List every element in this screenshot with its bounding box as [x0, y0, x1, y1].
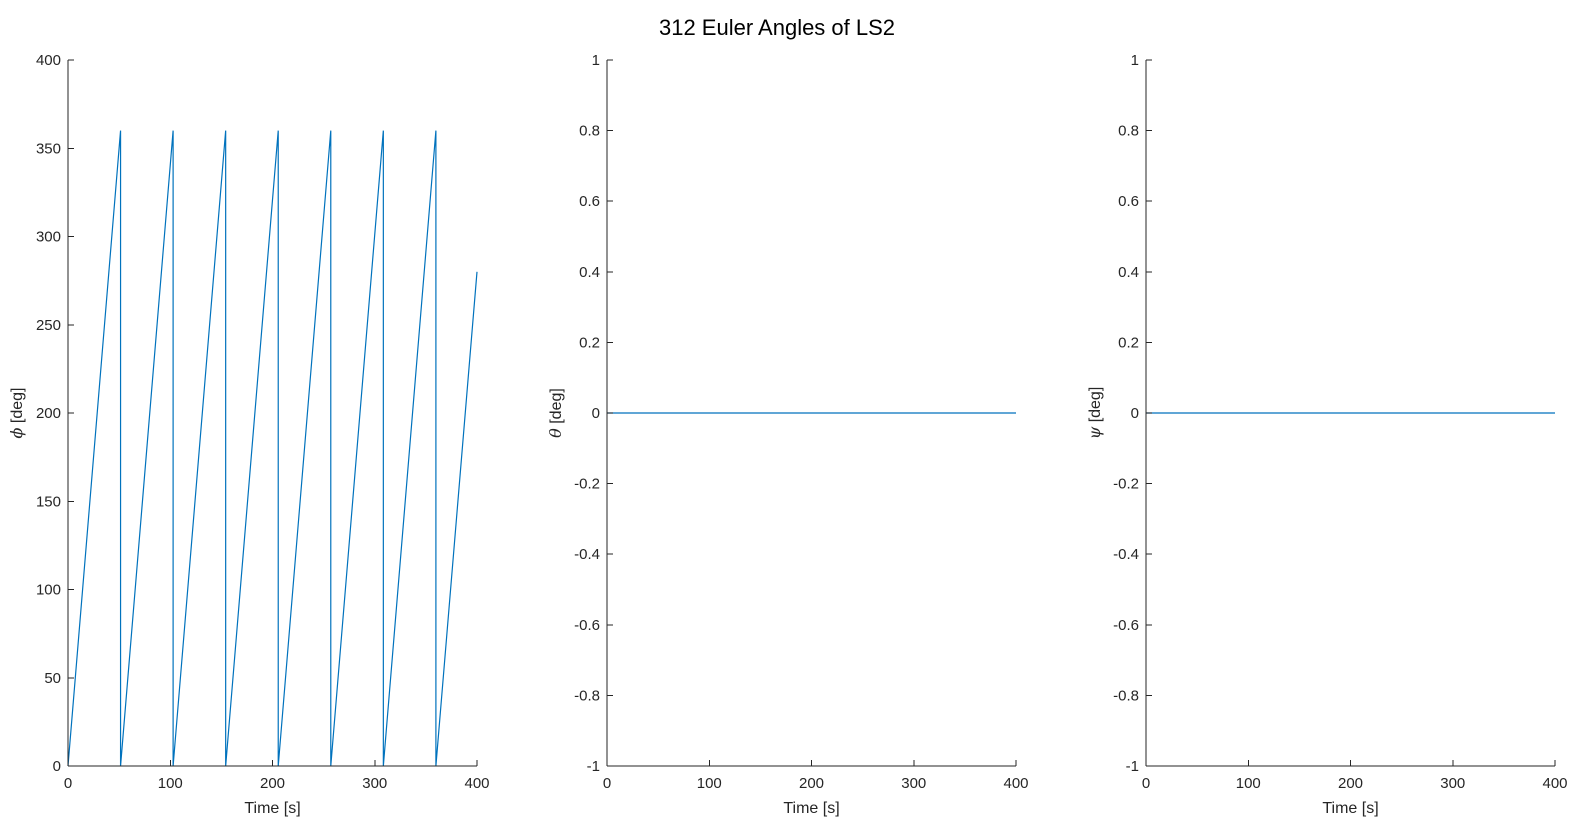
x-tick-label: 400 — [1542, 775, 1567, 792]
subplot-3: 0 100 200 300 400 -1 -0.8 -0.6 -0.4 -0.2 0 0.2 0.4 0.… — [1085, 52, 1568, 817]
y-tick-label: -0.4 — [1113, 546, 1139, 563]
x-axis-label: Time [s] — [783, 800, 839, 817]
subplots-group: 0 100 200 300 400050100150200250300350400Tim… — [7, 52, 1568, 817]
x-tick-label: 0 — [1142, 775, 1150, 792]
y-axis-symbol: θ — [546, 428, 565, 438]
y-tick-label: -0.2 — [1113, 476, 1139, 493]
y-tick-label: 300 — [36, 229, 61, 246]
y-tick-label: 250 — [36, 317, 61, 334]
figure-title: 312 Euler Angles of LS2 — [659, 15, 895, 40]
subplot-2: 0 100 200 300 400 -1 -0.8 -0.6 -0.4 -0.2 0 0.2 0.4 0.… — [546, 52, 1029, 817]
y-axis-label: ψ [deg] — [1085, 387, 1104, 440]
subplot-1: 0 100 200 300 400 0 50 100 150 200 250 300 350 400 Tim… — [7, 52, 490, 817]
y-tick-label: 0 — [1131, 405, 1139, 422]
x-tick-label: 400 — [1003, 775, 1028, 792]
y-tick-label: 400 — [36, 52, 61, 69]
x-tick-label: 100 — [1236, 775, 1261, 792]
y-axis-unit: [deg] — [9, 388, 26, 428]
y-tick-label: 0.2 — [1118, 334, 1139, 351]
y-tick-label: 1 — [592, 52, 600, 69]
x-tick-label: 400 — [464, 775, 489, 792]
x-tick-label: 200 — [260, 775, 285, 792]
y-tick-label: -1 — [1126, 758, 1139, 775]
series-line-1-1 — [67, 130, 478, 767]
y-axis-label: ϕ [deg] — [7, 388, 26, 439]
y-tick-label: 0.4 — [579, 264, 600, 281]
y-tick-label: 0 — [53, 758, 61, 775]
y-tick-label: -0.2 — [574, 476, 600, 493]
y-axis-symbol: ψ — [1085, 426, 1104, 439]
y-tick-label: -1 — [587, 758, 600, 775]
y-tick-label: 0 — [592, 405, 600, 422]
y-axis-symbol: ϕ — [7, 427, 26, 438]
x-tick-label: 100 — [158, 775, 183, 792]
y-tick-label: 50 — [44, 670, 61, 687]
y-tick-label: 0.4 — [1118, 264, 1139, 281]
y-tick-label: 150 — [36, 493, 61, 510]
y-tick-label: 0.6 — [1118, 193, 1139, 210]
y-axis-unit: [deg] — [1087, 387, 1104, 427]
x-tick-label: 200 — [1338, 775, 1363, 792]
y-tick-label: -0.8 — [1113, 687, 1139, 704]
x-axis-label: Time [s] — [244, 800, 300, 817]
y-tick-label: -0.4 — [574, 546, 600, 563]
y-axis-label: θ [deg] — [546, 388, 565, 438]
y-tick-label: 0.8 — [1118, 123, 1139, 140]
x-tick-label: 0 — [64, 775, 72, 792]
x-tick-label: 200 — [799, 775, 824, 792]
y-axis-unit: [deg] — [548, 388, 565, 428]
y-tick-label: -0.8 — [574, 687, 600, 704]
x-tick-label: 0 — [603, 775, 611, 792]
x-tick-label: 300 — [1440, 775, 1465, 792]
y-tick-label: -0.6 — [574, 617, 600, 634]
x-tick-label: 300 — [362, 775, 387, 792]
y-tick-label: 0.8 — [579, 123, 600, 140]
y-tick-label: 100 — [36, 582, 61, 599]
x-axis-label: Time [s] — [1322, 800, 1378, 817]
y-tick-label: 0.2 — [579, 334, 600, 351]
y-tick-label: 1 — [1131, 52, 1139, 69]
x-tick-label: 100 — [697, 775, 722, 792]
y-tick-label: -0.6 — [1113, 617, 1139, 634]
y-tick-label: 0.6 — [579, 193, 600, 210]
x-tick-label: 300 — [901, 775, 926, 792]
y-tick-label: 200 — [36, 405, 61, 422]
y-tick-label: 350 — [36, 140, 61, 157]
